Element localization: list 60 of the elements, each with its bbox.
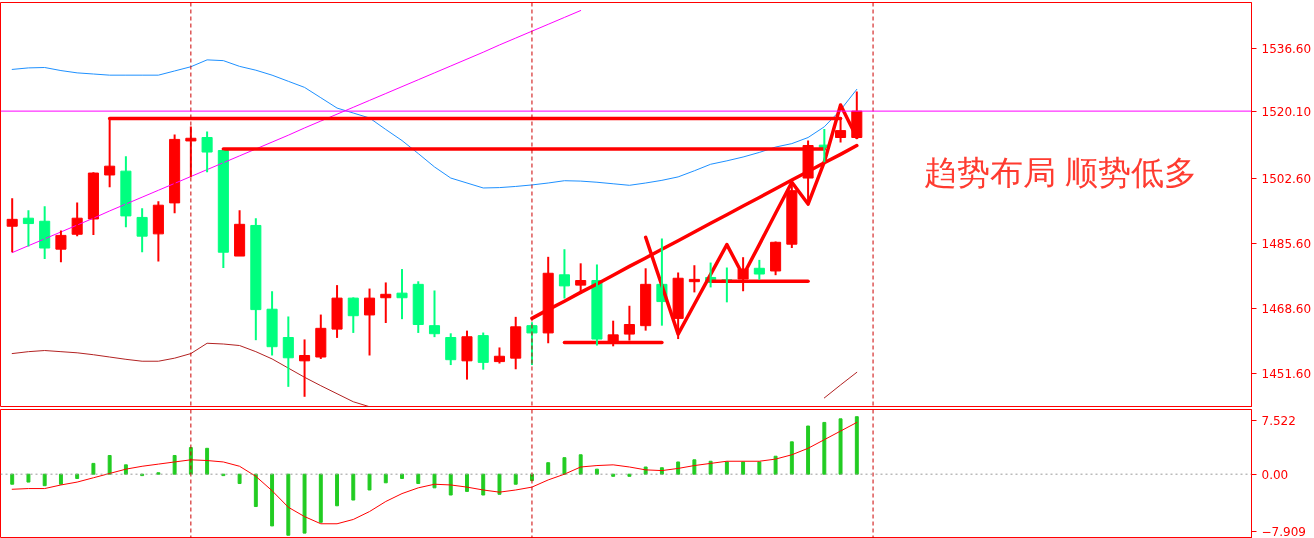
y-tick-label: 1451.60 (1261, 366, 1312, 381)
bar (91, 462, 96, 475)
bar (432, 473, 437, 489)
y-tick-label: 1502.60 (1261, 171, 1312, 186)
bar (58, 473, 63, 485)
candlestick (526, 321, 538, 367)
bar (302, 473, 307, 534)
bar (838, 418, 843, 475)
bar (513, 473, 518, 485)
bar (741, 461, 746, 475)
bar (562, 457, 567, 475)
y-tick-label: 1468.60 (1261, 301, 1312, 316)
bar (773, 455, 778, 475)
y-tick-label: −7.909 (1261, 524, 1306, 538)
text: 趋势布局 顺势低多 (923, 154, 1197, 192)
bar (26, 473, 31, 483)
candlestick (250, 217, 262, 342)
bar (854, 416, 859, 475)
bar (270, 473, 275, 527)
bar (757, 461, 762, 475)
bar (578, 454, 583, 475)
bar (367, 473, 372, 491)
candlestick (136, 207, 148, 254)
candlestick (55, 229, 67, 264)
bar (676, 461, 681, 475)
bar (692, 459, 697, 475)
bar (335, 473, 340, 507)
bar (237, 473, 242, 485)
ref-line-label: 1520.10 (1261, 104, 1312, 119)
bar (708, 460, 713, 475)
bar (594, 468, 599, 475)
bar (172, 454, 177, 475)
bar (789, 441, 794, 475)
bar (286, 473, 291, 536)
bar (107, 454, 112, 475)
bar (383, 473, 388, 484)
bar (416, 473, 421, 485)
y-tick-label: 0.00 (1261, 467, 1289, 482)
bar (546, 462, 551, 475)
bar (806, 425, 811, 475)
candlestick (331, 284, 343, 339)
bar (42, 473, 47, 487)
candlestick (185, 125, 197, 179)
bar (822, 421, 827, 475)
bar (10, 473, 15, 485)
bar (627, 473, 632, 477)
bar (205, 447, 210, 475)
line-series (11, 421, 858, 525)
bar (497, 473, 502, 495)
y-tick-label: 7.522 (1261, 413, 1296, 428)
bar (481, 473, 486, 496)
bar (318, 473, 323, 523)
candlestick (461, 329, 473, 381)
bar (724, 461, 729, 475)
candlestick (201, 130, 213, 174)
y-tick-label: 1485.60 (1261, 236, 1312, 251)
y-tick-label: 1536.60 (1261, 41, 1312, 56)
bar (253, 473, 258, 508)
line-series (11, 59, 858, 189)
bar (351, 473, 356, 501)
